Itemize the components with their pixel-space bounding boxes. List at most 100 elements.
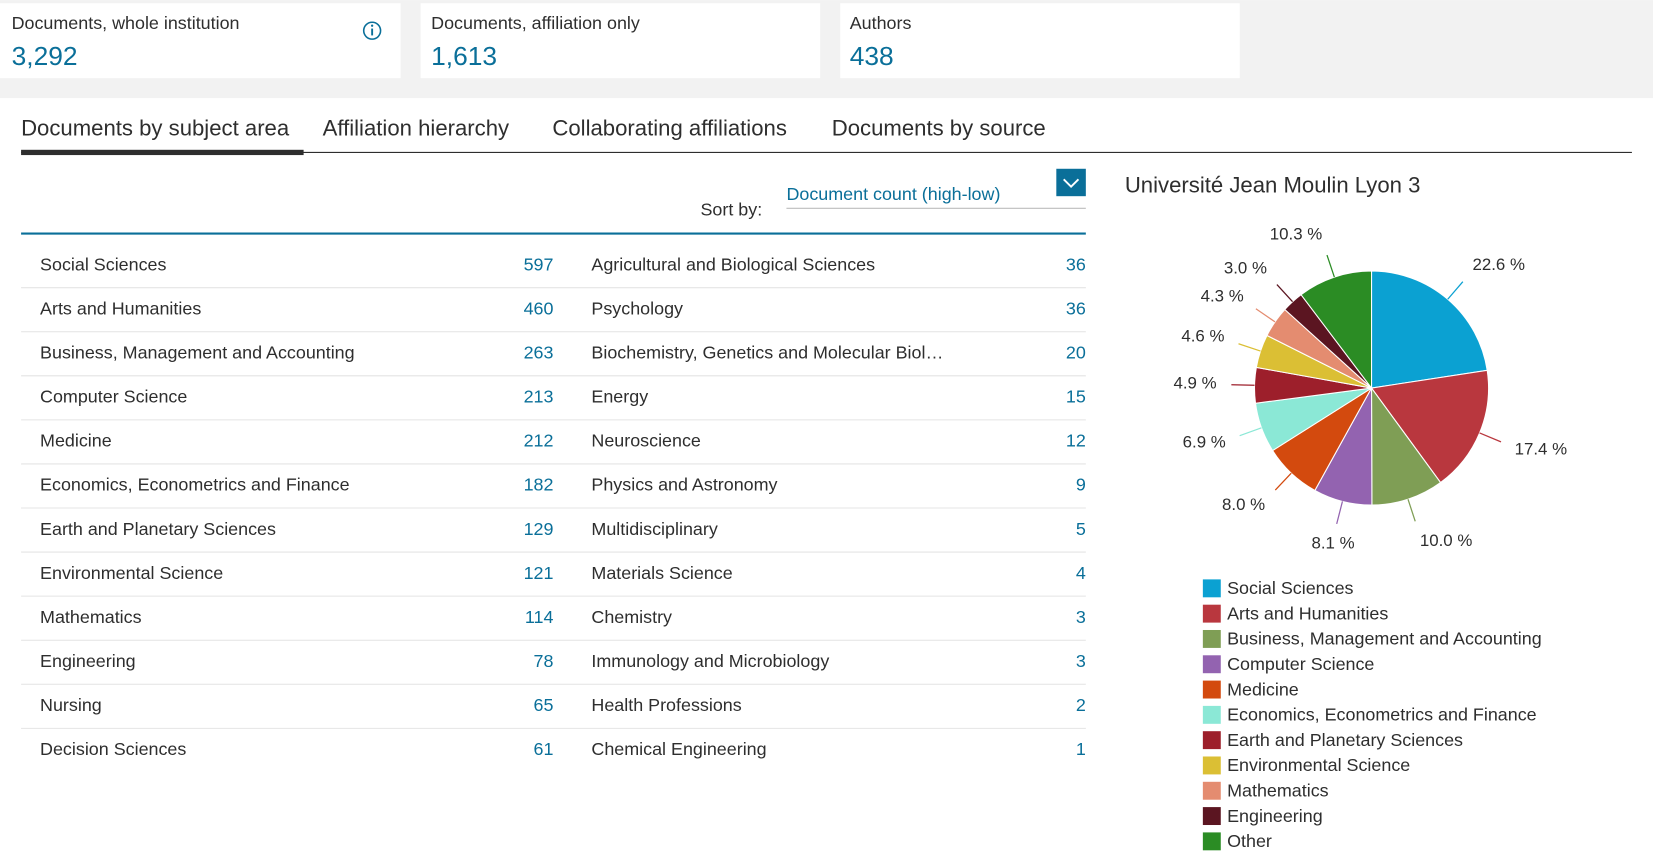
leader-line (1276, 284, 1294, 303)
subject-count: 263 (524, 343, 554, 363)
subject-name: Immunology and Microbiology (591, 651, 829, 671)
subject-name: Computer Science (40, 387, 187, 407)
subject-count: 12 (1066, 431, 1086, 451)
legend-label: Engineering (1227, 806, 1323, 826)
chart-title: Université Jean Moulin Lyon 3 (1125, 173, 1421, 198)
subject-name: Mathematics (40, 607, 142, 627)
tab[interactable]: Collaborating affiliations (552, 116, 787, 141)
legend-swatch (1202, 629, 1221, 648)
subject-count: 61 (534, 739, 554, 759)
legend-swatch (1202, 756, 1221, 775)
pie-slice (1300, 270, 1373, 390)
legend-swatch (1202, 705, 1221, 724)
subject-count: 4 (1076, 563, 1086, 583)
tab[interactable]: Documents by subject area (21, 116, 290, 141)
slice-label: 6.9 % (1183, 432, 1226, 451)
subject-count: 460 (524, 298, 554, 318)
chevron (1063, 178, 1080, 189)
subject-count: 1 (1076, 739, 1086, 759)
legend-label: Social Sciences (1227, 578, 1353, 598)
dropdown-button[interactable] (1056, 168, 1086, 197)
legend-swatch (1202, 655, 1221, 674)
legend-swatch (1202, 781, 1221, 800)
legend-label: Mathematics (1227, 781, 1329, 801)
legend-swatch (1202, 807, 1221, 826)
subject-count: 212 (524, 431, 554, 451)
subject-name: Medicine (40, 431, 112, 451)
slice-label: 8.0 % (1222, 495, 1265, 514)
leader-line (1407, 499, 1416, 522)
sort-dropdown[interactable]: Document count (high-low) (786, 168, 1086, 209)
subject-name: Social Sciences (40, 254, 166, 274)
legend-swatch (1202, 832, 1221, 851)
subject-name: Psychology (591, 298, 683, 318)
tab[interactable]: Documents by source (832, 116, 1046, 141)
metric-card (420, 3, 821, 79)
subject-name: Business, Management and Accounting (40, 343, 355, 363)
subject-count: 5 (1076, 519, 1086, 539)
subject-count: 78 (534, 651, 554, 671)
legend: Social Sciences Arts and Humanities Busine… (1202, 578, 1542, 851)
subject-name: Agricultural and Biological Sciences (591, 254, 875, 274)
subject-count: 3 (1076, 651, 1086, 671)
sort-value: Document count (high-low) (786, 184, 1000, 204)
legend-label: Economics, Econometrics and Finance (1227, 705, 1537, 725)
legend-swatch (1202, 680, 1221, 699)
leader-line (1255, 308, 1276, 323)
leader-line (1479, 432, 1502, 443)
subject-count: 65 (534, 695, 554, 715)
subject-count: 597 (524, 254, 554, 274)
legend-label: Business, Management and Accounting (1227, 629, 1542, 649)
metric-label: Documents, whole institution (12, 13, 240, 33)
metric-value: 3,292 (12, 41, 78, 71)
slice-label: 4.9 % (1173, 374, 1216, 393)
subject-count: 213 (524, 387, 554, 407)
subject-name: Decision Sciences (40, 739, 186, 759)
subject-count: 36 (1066, 254, 1086, 274)
metric-card (0, 3, 401, 79)
subject-name: Biochemistry, Genetics and Molecular Bio… (591, 343, 943, 363)
tab[interactable]: Affiliation hierarchy (323, 116, 510, 141)
metric-value: 438 (850, 41, 894, 71)
legend-swatch (1202, 604, 1221, 623)
pie-slice (1370, 386, 1442, 506)
subject-count: 15 (1066, 387, 1086, 407)
subject-count: 182 (524, 475, 554, 495)
leader-line (1447, 281, 1464, 300)
subject-name: Engineering (40, 651, 136, 671)
subject-count: 121 (524, 563, 554, 583)
subject-name: Neuroscience (591, 431, 701, 451)
slice-label: 4.3 % (1201, 286, 1244, 305)
slice-label: 10.0 % (1420, 531, 1473, 550)
slice-label: 8.1 % (1311, 534, 1354, 553)
active-tab-indicator (21, 149, 304, 156)
leader-line (1326, 254, 1335, 278)
metric-label: Authors (850, 13, 912, 33)
leader-line (1239, 427, 1262, 437)
leader-line (1274, 472, 1292, 491)
info-icon[interactable] (362, 21, 382, 40)
slice-label: 3.0 % (1224, 258, 1267, 277)
subject-name: Economics, Econometrics and Finance (40, 475, 350, 495)
legend-label: Arts and Humanities (1227, 603, 1388, 623)
slice-label: 22.6 % (1472, 255, 1525, 274)
leader-line (1238, 343, 1261, 352)
pie-slice (1370, 369, 1490, 484)
slice-label: 17.4 % (1515, 439, 1568, 458)
metric-value: 1,613 (431, 41, 497, 71)
leader-line (1336, 501, 1344, 525)
legend-label: Other (1227, 831, 1272, 851)
metric-label: Documents, affiliation only (431, 13, 640, 33)
subject-name: Health Professions (591, 695, 741, 715)
subject-count: 114 (525, 607, 554, 627)
subject-name: Multidisciplinary (591, 519, 717, 539)
subject-name: Energy (591, 387, 648, 407)
legend-label: Environmental Science (1227, 755, 1410, 775)
legend-label: Medicine (1227, 679, 1299, 699)
subject-count: 129 (524, 519, 554, 539)
legend-label: Earth and Planetary Sciences (1227, 730, 1463, 750)
subject-count: 3 (1076, 607, 1086, 627)
subject-count: 9 (1076, 475, 1086, 495)
